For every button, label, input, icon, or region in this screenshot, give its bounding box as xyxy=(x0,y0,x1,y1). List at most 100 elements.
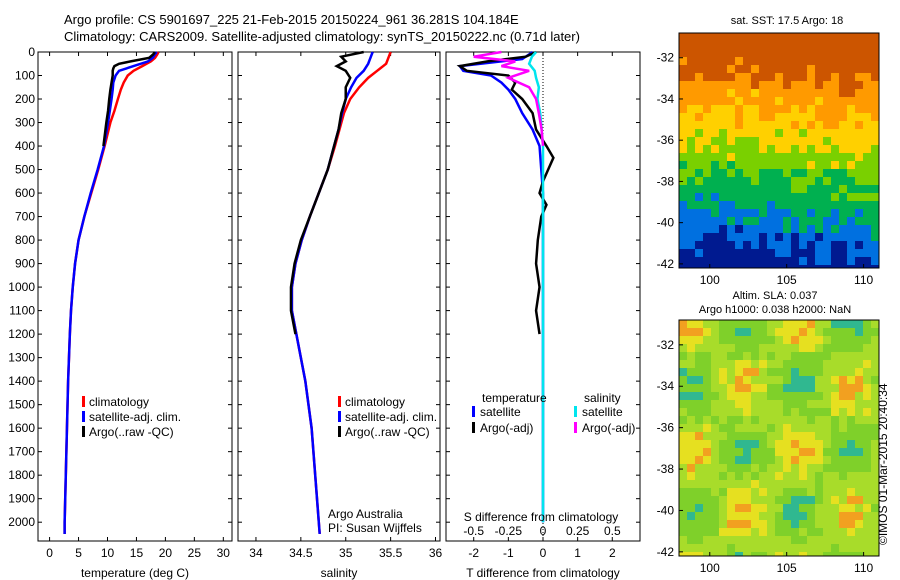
map-cell xyxy=(727,512,735,520)
map-cell xyxy=(751,352,759,360)
map-cell xyxy=(871,265,879,268)
map-cell xyxy=(759,520,767,528)
map-cell xyxy=(695,81,703,89)
map-cell xyxy=(727,257,735,265)
map-cell xyxy=(743,464,751,472)
xtick-top-label: 0.5 xyxy=(604,524,621,538)
map-cell xyxy=(871,81,879,89)
legend-item: climatology xyxy=(89,395,149,409)
map-cell xyxy=(839,440,847,448)
map-cell xyxy=(775,65,783,73)
map-cell xyxy=(847,81,855,89)
map-cell xyxy=(703,249,711,257)
legend-item: Argo(-adj) xyxy=(582,421,635,435)
map-cell xyxy=(815,344,823,352)
map-cell xyxy=(695,57,703,65)
map-cell xyxy=(863,105,871,113)
map-cell xyxy=(863,408,871,416)
map-cell xyxy=(687,161,695,169)
map-cell xyxy=(727,225,735,233)
map-cell xyxy=(871,496,879,504)
map-cell xyxy=(703,49,711,57)
map-cell xyxy=(839,368,847,376)
map-cell xyxy=(775,145,783,153)
map-cell xyxy=(775,193,783,201)
series-line-0 xyxy=(457,50,545,523)
map-cell xyxy=(711,89,719,97)
map-cell xyxy=(871,544,879,552)
map-cell xyxy=(687,552,695,556)
map-cell xyxy=(727,249,735,257)
map-cell xyxy=(855,344,863,352)
map-cell xyxy=(703,137,711,145)
map-cell xyxy=(679,65,687,73)
map-cell xyxy=(743,440,751,448)
map-cell xyxy=(815,496,823,504)
map-cell xyxy=(871,400,879,408)
series-line-1 xyxy=(456,50,555,335)
map-cell xyxy=(807,432,815,440)
map-cell xyxy=(799,169,807,177)
map-cell xyxy=(831,360,839,368)
map-cell xyxy=(871,233,879,241)
map-cell xyxy=(855,153,863,161)
map-cell xyxy=(831,416,839,424)
map-cell xyxy=(847,512,855,520)
map-cell xyxy=(839,344,847,352)
map-cell xyxy=(743,432,751,440)
map-cell xyxy=(791,408,799,416)
map-cell xyxy=(719,217,727,225)
map-cell xyxy=(703,344,711,352)
map-cell xyxy=(783,137,791,145)
x-axis-label: T difference from climatology xyxy=(466,566,620,580)
map-cell xyxy=(759,89,767,97)
map-cell xyxy=(775,209,783,217)
map-cell xyxy=(855,129,863,137)
map-cell xyxy=(831,65,839,73)
map-cell xyxy=(711,249,719,257)
map-cell xyxy=(847,161,855,169)
panel-salinity xyxy=(237,50,441,542)
map-cell xyxy=(743,536,751,544)
map-cell xyxy=(759,448,767,456)
map-cell xyxy=(775,57,783,65)
map-cell xyxy=(703,536,711,544)
map-cell xyxy=(759,344,767,352)
map-cell xyxy=(871,49,879,57)
map-cell xyxy=(679,225,687,233)
map-cell xyxy=(711,161,719,169)
map-cell xyxy=(735,137,743,145)
map-cell xyxy=(743,169,751,177)
map-cell xyxy=(807,544,815,552)
map-ytick-label: -34 xyxy=(657,379,675,393)
map-cell xyxy=(775,544,783,552)
map-cell xyxy=(711,49,719,57)
map-cell xyxy=(695,384,703,392)
map-cell xyxy=(815,456,823,464)
map-cell xyxy=(751,488,759,496)
map-cell xyxy=(863,424,871,432)
map-cell xyxy=(863,249,871,257)
map-cell xyxy=(823,400,831,408)
x-axis-label: temperature (deg C) xyxy=(81,566,189,580)
map-cell xyxy=(743,129,751,137)
map-cell xyxy=(807,105,815,113)
map-cell xyxy=(727,153,735,161)
map-cell xyxy=(719,73,727,81)
map-cell xyxy=(831,520,839,528)
map-cell xyxy=(807,225,815,233)
map-ytick-label: -36 xyxy=(657,421,675,435)
map-cell xyxy=(711,153,719,161)
map-cell xyxy=(703,392,711,400)
map-cell xyxy=(735,217,743,225)
map-cell xyxy=(791,177,799,185)
map-cell xyxy=(871,73,879,81)
map-cell xyxy=(759,424,767,432)
xtick-label: 34.5 xyxy=(289,546,313,560)
map-cell xyxy=(831,257,839,265)
map-cell xyxy=(767,472,775,480)
map-cell xyxy=(863,241,871,249)
map-cell xyxy=(823,520,831,528)
map-cell xyxy=(759,376,767,384)
xtick-label: 20 xyxy=(159,546,173,560)
